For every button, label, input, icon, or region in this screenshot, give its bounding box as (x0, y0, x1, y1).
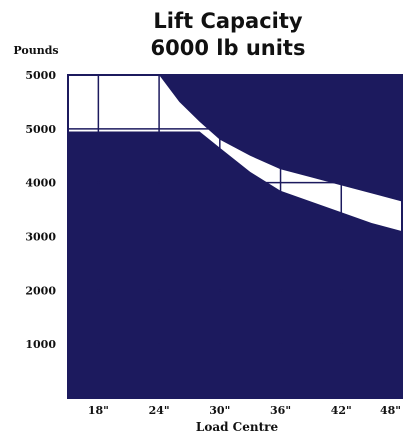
chart-subtitle: 6000 lb units (151, 36, 306, 60)
x-tick-label: 42" (331, 404, 352, 417)
capacity-band-series (68, 75, 402, 232)
x-tick-label: 36" (270, 404, 291, 417)
x-axis-label: Load Centre (196, 420, 279, 434)
x-tick-label: 48" (380, 404, 401, 417)
x-tick-label: 30" (209, 404, 230, 417)
y-axis-label: Pounds (13, 44, 58, 57)
y-tick-label: 5000 (25, 69, 56, 82)
y-tick-label: 1000 (25, 338, 56, 351)
plot-border (67, 74, 403, 399)
y-tick-label: 3000 (25, 231, 56, 244)
plot-area (67, 74, 403, 399)
x-tick-label: 18" (88, 404, 109, 417)
y-tick-label: 5000 (25, 123, 56, 136)
y-tick-label: 2000 (25, 284, 56, 297)
x-tick-label: 24" (149, 404, 170, 417)
y-axis-ticks: 5000 5000 4000 3000 2000 1000 (25, 69, 56, 351)
chart-title: Lift Capacity (153, 9, 303, 33)
x-axis-ticks: 18" 24" 30" 36" 42" 48" (88, 404, 401, 417)
y-tick-label: 4000 (25, 177, 56, 190)
